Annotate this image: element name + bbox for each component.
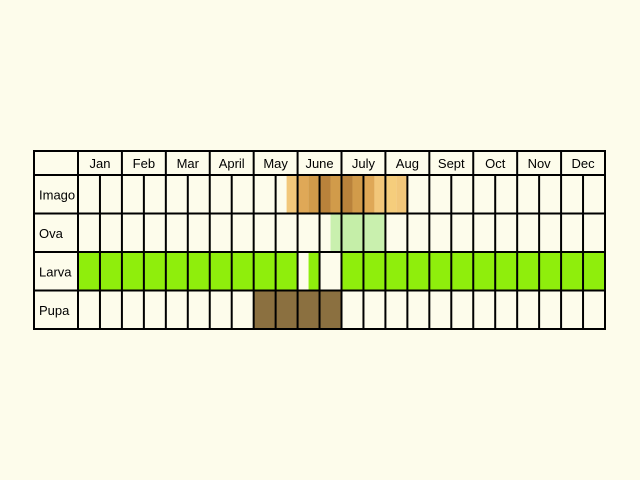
stage-label: Ova: [39, 226, 64, 241]
ova-fill: [341, 213, 364, 252]
month-label: June: [305, 156, 333, 171]
imago-fill: [319, 175, 331, 214]
imago-fill: [363, 175, 375, 214]
month-label: Feb: [133, 156, 155, 171]
month-label: Nov: [528, 156, 552, 171]
labels: Jan Feb Mar April May June July Aug Sept Oct Nov De…: [39, 156, 595, 318]
stage-label: Imago: [39, 187, 75, 202]
imago-fill: [297, 175, 309, 214]
imago-fill: [352, 175, 364, 214]
stage-label: Pupa: [39, 303, 70, 318]
ova-fill: [363, 213, 386, 252]
imago-fill: [330, 175, 342, 214]
grid-lines: [33, 150, 606, 330]
ova-fill: [330, 213, 342, 252]
imago-fill: [374, 175, 386, 214]
imago-fill: [396, 175, 408, 214]
month-label: Mar: [177, 156, 200, 171]
imago-fill: [385, 175, 397, 214]
month-label: Oct: [485, 156, 506, 171]
month-label: Dec: [571, 156, 595, 171]
month-label: Jan: [89, 156, 110, 171]
month-label: April: [219, 156, 245, 171]
month-label: May: [263, 156, 288, 171]
imago-fill: [286, 175, 298, 214]
month-label: Sept: [438, 156, 465, 171]
month-label: Aug: [396, 156, 419, 171]
imago-fill: [341, 175, 353, 214]
month-label: July: [352, 156, 376, 171]
larva-fill: [308, 252, 320, 291]
stage-label: Larva: [39, 264, 72, 279]
imago-fill: [308, 175, 320, 214]
